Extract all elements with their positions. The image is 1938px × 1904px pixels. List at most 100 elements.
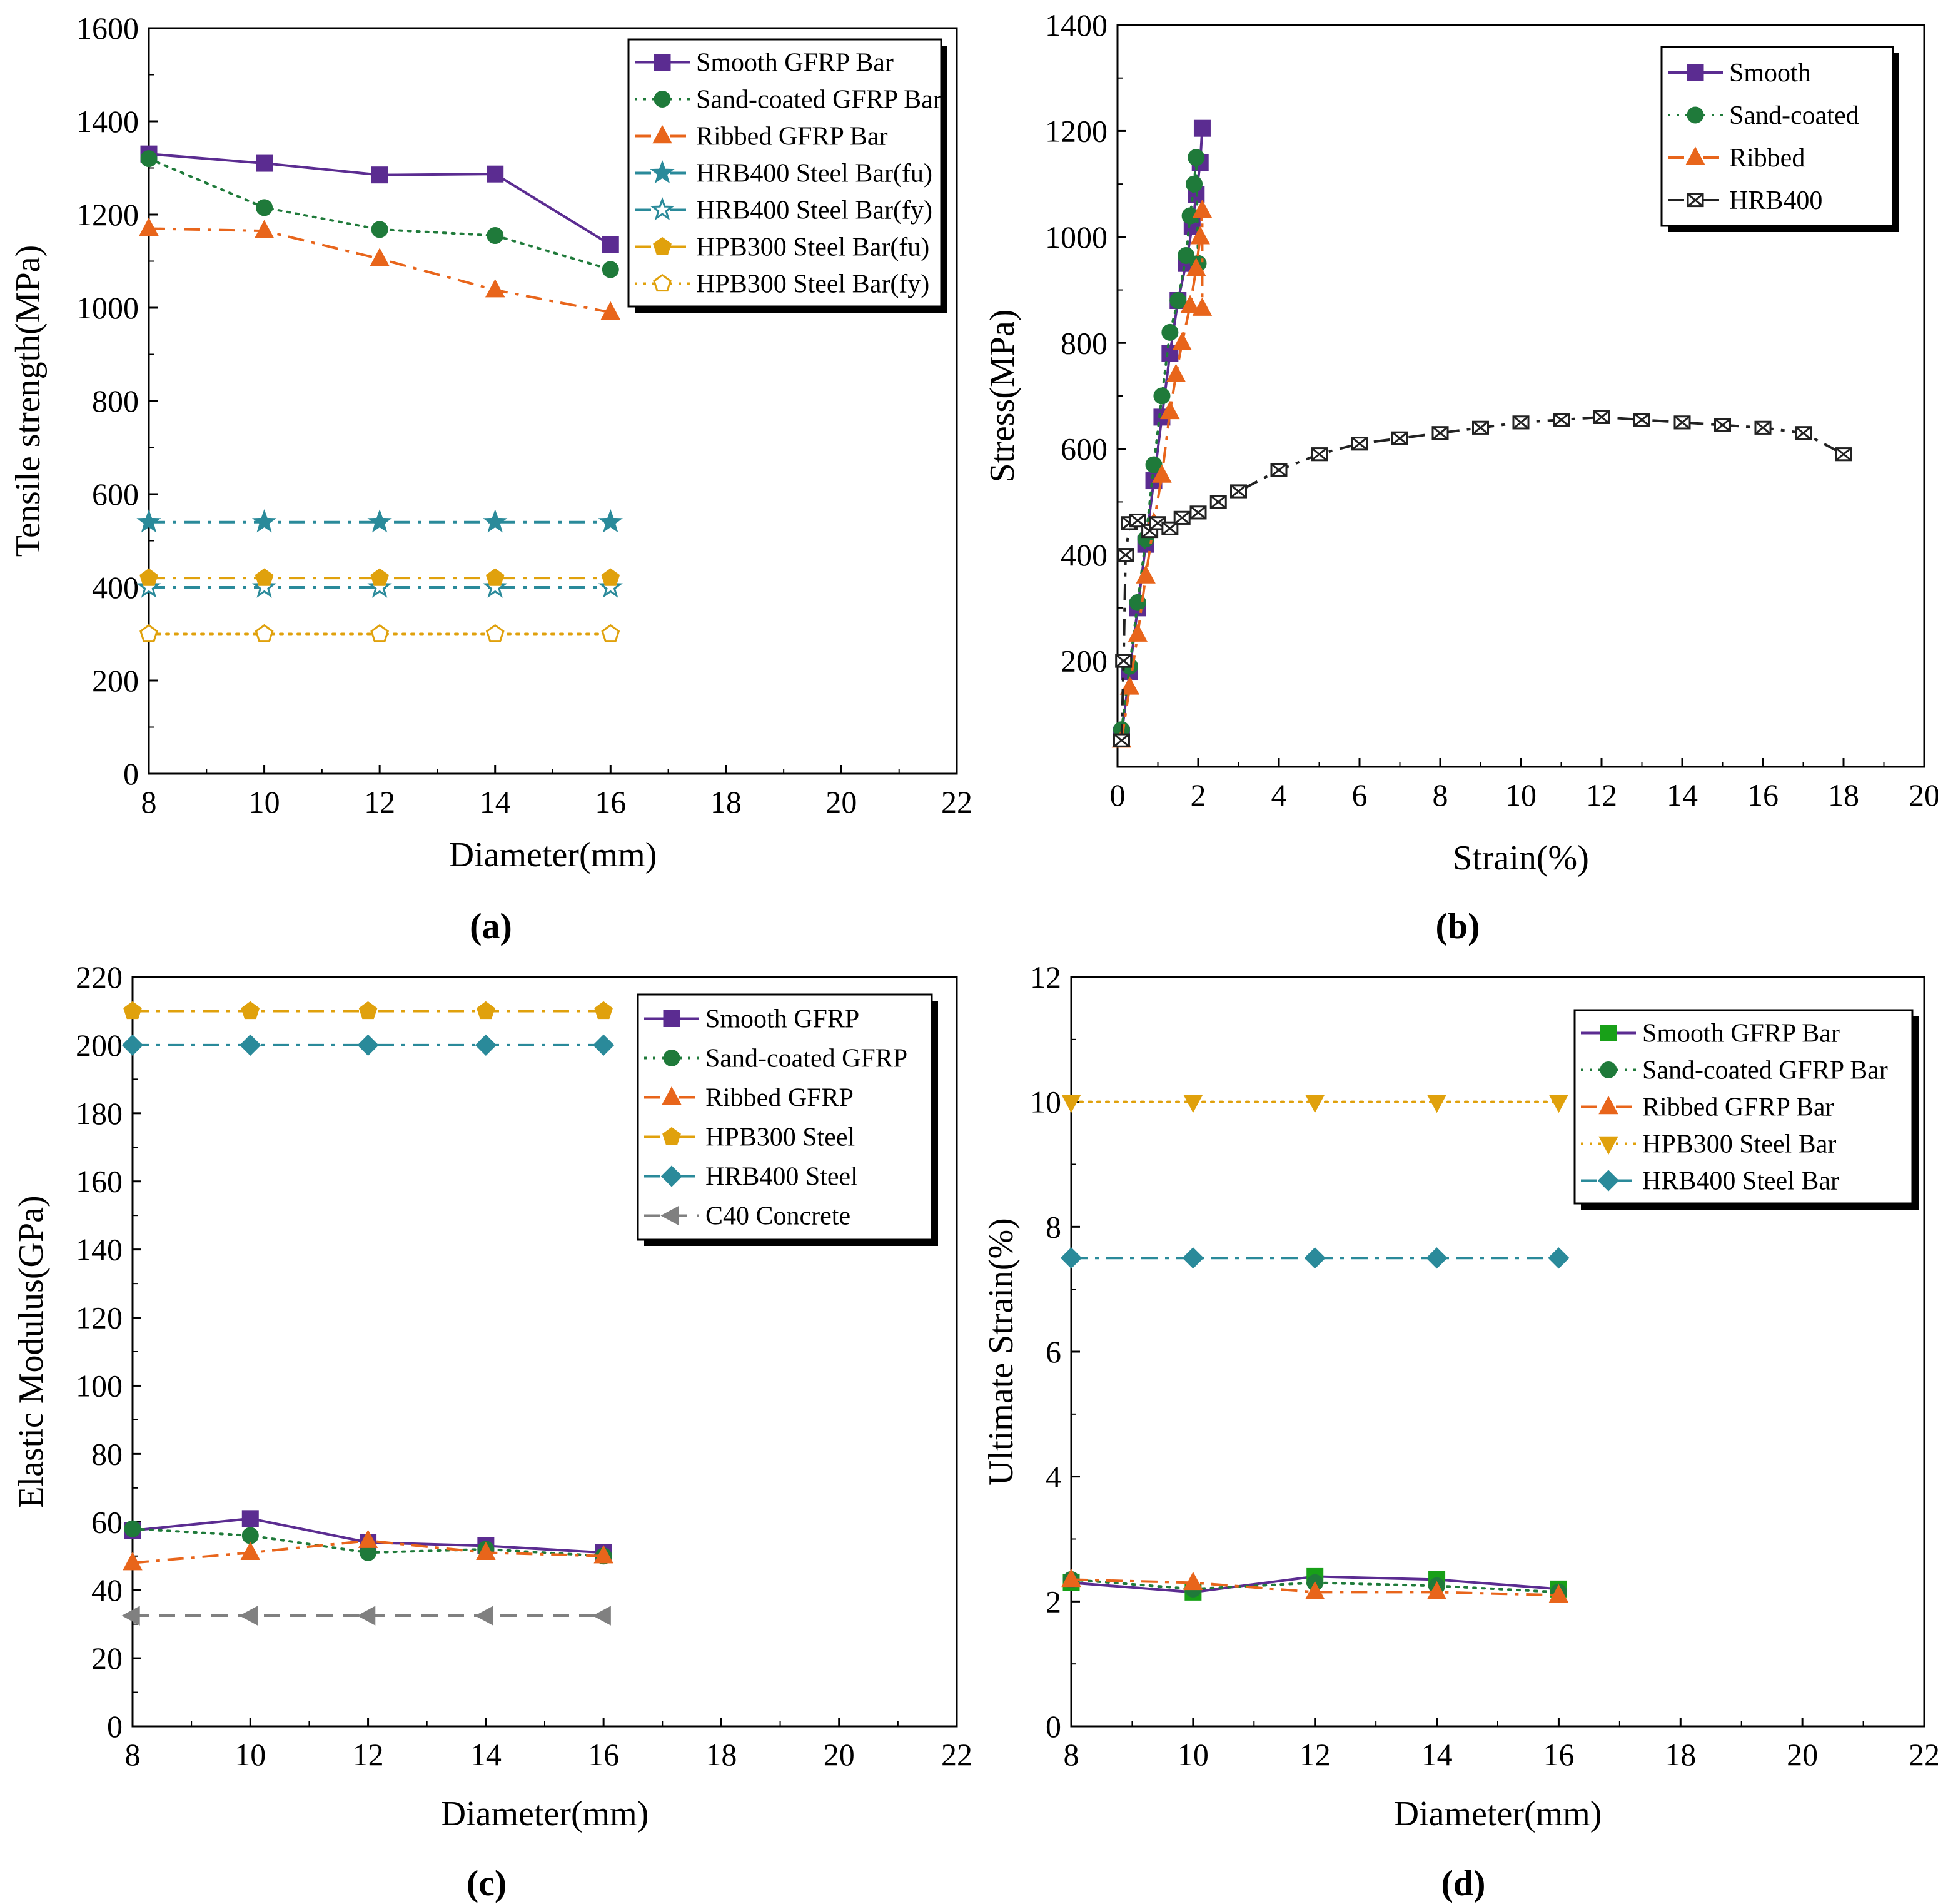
data-point — [601, 624, 620, 642]
legend-marker — [652, 124, 672, 144]
legend-item: Sand-coated GFRP Bar — [1581, 1056, 1888, 1085]
data-point — [485, 279, 505, 298]
legend-item: HRB400 Steel — [644, 1163, 858, 1192]
legend-marker — [1687, 64, 1704, 81]
data-point — [487, 165, 504, 183]
x-axis-label: Diameter(mm) — [441, 1795, 649, 1833]
series-line — [1120, 157, 1199, 731]
data-point — [139, 217, 159, 236]
data-point — [251, 574, 277, 598]
x-tick-label: 18 — [710, 784, 742, 819]
y-tick-label: 400 — [92, 570, 139, 605]
y-tick-label: 80 — [91, 1436, 123, 1471]
x-tick-label: 12 — [353, 1737, 384, 1772]
series-ribbed — [1111, 199, 1213, 748]
y-tick-label: 12 — [1030, 960, 1061, 995]
series-c40-concrete — [121, 1606, 611, 1626]
data-point — [1152, 464, 1172, 483]
legend-label: C40 Concrete — [705, 1202, 850, 1231]
x-axis-label: Diameter(mm) — [1394, 1795, 1602, 1833]
x-tick-label: 10 — [1505, 777, 1537, 813]
data-point — [1183, 1571, 1203, 1591]
data-point — [1548, 1094, 1569, 1113]
data-point — [358, 1529, 378, 1548]
legend-marker — [663, 1050, 680, 1066]
data-point — [1548, 1584, 1569, 1603]
legend-item: Smooth GFRP Bar — [635, 49, 894, 78]
legend-item: C40 Concrete — [644, 1202, 850, 1231]
x-tick-label: 16 — [588, 1737, 619, 1772]
data-point — [241, 1001, 260, 1020]
data-point — [594, 1001, 613, 1020]
x-tick-label: 8 — [1064, 1737, 1079, 1772]
data-point — [1192, 297, 1213, 316]
y-tick-label: 220 — [76, 960, 123, 995]
legend-label: Smooth — [1729, 59, 1811, 88]
data-point — [1192, 199, 1213, 218]
series-hpb300-steel-bar-fu- — [139, 568, 620, 586]
legend-label: HRB400 — [1729, 186, 1822, 215]
series-ribbed-gfrp — [123, 1529, 613, 1571]
legend-marker — [1598, 1095, 1618, 1115]
y-tick-label: 140 — [76, 1232, 123, 1267]
x-tick-label: 12 — [364, 784, 395, 819]
data-point — [358, 1001, 378, 1020]
legend-label: HRB400 Steel Bar(fy) — [696, 196, 932, 225]
y-tick-label: 600 — [92, 477, 139, 512]
x-tick-label: 8 — [125, 1737, 141, 1772]
data-point — [121, 1606, 140, 1626]
data-point — [1186, 175, 1203, 193]
data-point — [1161, 323, 1179, 341]
legend-label: HPB300 Steel Bar(fu) — [696, 233, 929, 262]
data-point — [1145, 456, 1163, 473]
legend: Smooth GFRP Sand-coated GFRP Ribbed GFRP HP… — [637, 993, 938, 1246]
data-point — [483, 509, 508, 533]
legend-item: HPB300 Steel Bar — [1581, 1130, 1836, 1159]
panel-b: 0 2 4 6 8 10 12 14 16 18 20 200 400 600 800 1000 1200 140… — [983, 8, 1938, 946]
data-point — [123, 1001, 142, 1020]
series-hrb400-steel-bar — [1060, 1247, 1570, 1269]
data-point — [1172, 332, 1192, 350]
data-point — [1189, 505, 1207, 520]
legend-item: HRB400 Steel Bar — [1581, 1167, 1839, 1196]
y-tick-label: 4 — [1046, 1459, 1061, 1494]
y-tick-label: 60 — [91, 1504, 123, 1539]
data-point — [483, 574, 508, 598]
series-line — [148, 227, 611, 314]
data-point — [136, 574, 161, 598]
legend-marker — [1687, 106, 1704, 124]
data-point — [241, 1527, 259, 1544]
legend-item: Sand-coated GFRP — [644, 1045, 907, 1073]
legend-label: HRB400 Steel — [705, 1163, 858, 1192]
series-sand-coated-gfrp-bar — [140, 150, 619, 278]
legend-item: HRB400 Steel Bar(fu) — [635, 160, 932, 188]
series-line — [1071, 1578, 1559, 1597]
x-axis-label: Strain(%) — [1453, 839, 1589, 878]
legend-box — [637, 993, 933, 1241]
data-point — [1166, 363, 1186, 382]
data-point — [1136, 565, 1156, 584]
y-ticks: 0 2 4 6 8 10 12 — [1030, 960, 1080, 1744]
panel-label: (b) — [1436, 906, 1480, 946]
legend-item: Ribbed GFRP Bar — [1581, 1093, 1834, 1122]
x-tick-label: 12 — [1300, 1737, 1331, 1772]
legend: Smooth GFRP Bar Sand-coated GFRP Bar Ribbe… — [1573, 1009, 1919, 1210]
data-point — [1305, 1094, 1325, 1113]
x-tick-label: 22 — [1909, 1737, 1938, 1772]
series-hpb300-steel — [123, 1001, 613, 1020]
data-point — [370, 248, 390, 266]
y-tick-label: 200 — [1061, 644, 1108, 679]
data-point — [124, 1520, 141, 1537]
data-point — [1431, 426, 1449, 440]
x-tick-label: 18 — [1828, 777, 1859, 813]
y-tick-label: 1200 — [1045, 113, 1108, 148]
legend-label: Ribbed — [1729, 144, 1805, 173]
x-tick-label: 20 — [1909, 777, 1938, 813]
x-tick-label: 8 — [1433, 777, 1448, 813]
data-point — [598, 509, 623, 533]
data-point — [140, 150, 158, 168]
data-point — [593, 1034, 615, 1056]
legend-item: Sand-coated — [1668, 101, 1859, 130]
data-point — [593, 1545, 613, 1564]
y-ticks: 200 400 600 800 1000 1200 1400 — [1045, 8, 1126, 679]
